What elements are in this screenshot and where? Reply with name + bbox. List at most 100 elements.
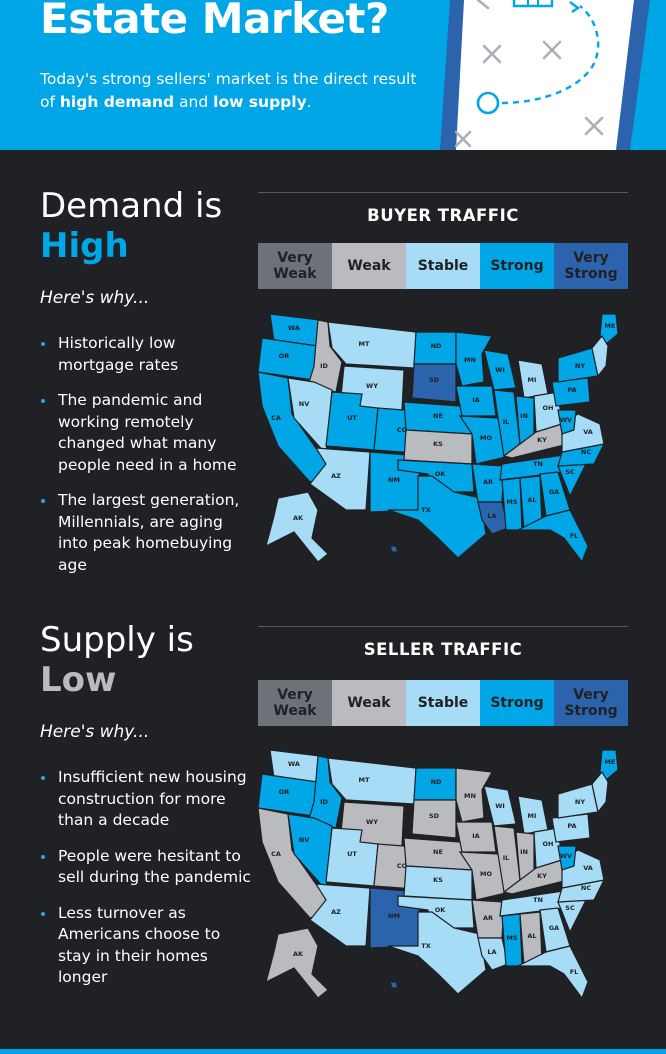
state-label-ca: CA bbox=[271, 414, 281, 422]
state-label-wv: WV bbox=[560, 852, 572, 860]
state-label-tx: TX bbox=[421, 506, 430, 514]
state-label-mt: MT bbox=[359, 340, 370, 348]
state-label-wy: WY bbox=[366, 382, 378, 390]
state-mt bbox=[327, 321, 417, 369]
state-label-ut: UT bbox=[347, 414, 357, 422]
state-label-ny: NY bbox=[575, 798, 585, 806]
state-label-ca: CA bbox=[271, 850, 281, 858]
state-wi bbox=[483, 349, 517, 391]
state-mo bbox=[458, 415, 511, 465]
state-wi bbox=[483, 785, 517, 827]
state-label-id: ID bbox=[320, 798, 328, 806]
supply-reasons: Insufficient new housing construction fo… bbox=[40, 767, 255, 1003]
legend-weak: Weak bbox=[332, 680, 406, 726]
state-label-mi: MI bbox=[528, 812, 537, 820]
list-item: Historically low mortgage rates bbox=[40, 333, 255, 376]
state-me bbox=[599, 749, 619, 781]
state-label-ok: OK bbox=[435, 906, 447, 914]
state-label-oh: OH bbox=[543, 404, 554, 412]
state-label-pa: PA bbox=[567, 386, 576, 394]
state-label-ky: KY bbox=[537, 436, 547, 444]
state-label-az: AZ bbox=[331, 908, 341, 916]
state-label-sd: SD bbox=[429, 376, 440, 384]
state-mn bbox=[455, 331, 493, 387]
legend-very-weak: Very Weak bbox=[258, 680, 332, 726]
state-mt bbox=[327, 757, 417, 805]
state-label-me: ME bbox=[605, 322, 616, 330]
supply-why: Here's why... bbox=[40, 722, 150, 742]
state-label-ks: KS bbox=[433, 440, 443, 448]
state-label-wi: WI bbox=[495, 802, 505, 810]
demand-heading: Demand is High bbox=[40, 186, 222, 266]
state-ia bbox=[455, 385, 497, 417]
state-label-ne: NE bbox=[433, 848, 443, 856]
state-me bbox=[599, 313, 619, 345]
state-label-nc: NC bbox=[581, 884, 591, 892]
buyer-traffic-title: BUYER TRAFFIC bbox=[367, 206, 519, 225]
state-label-az: AZ bbox=[331, 472, 341, 480]
state-sd bbox=[411, 363, 457, 403]
state-label-ms: MS bbox=[506, 498, 517, 506]
legend-stable: Stable bbox=[406, 243, 480, 289]
state-label-co: CO bbox=[397, 862, 408, 870]
state-label-ia: IA bbox=[472, 396, 479, 404]
state-mo bbox=[458, 851, 511, 901]
state-label-il: IL bbox=[503, 418, 510, 426]
state-label-ny: NY bbox=[575, 362, 585, 370]
state-label-nm: NM bbox=[388, 912, 400, 920]
state-label-pa: PA bbox=[567, 822, 576, 830]
state-label-ar: AR bbox=[483, 478, 493, 486]
seller-traffic-map: WA OR CA ID NV MT WY UT CO AZ NM ND SD NE KS OK TX MN IA MO… bbox=[258, 749, 619, 1000]
state-label-la: LA bbox=[487, 512, 496, 520]
demand-reasons: Historically low mortgage rates The pand… bbox=[40, 333, 255, 590]
state-label-wy: WY bbox=[366, 818, 378, 826]
state-label-va: VA bbox=[583, 864, 593, 872]
state-label-co: CO bbox=[397, 426, 408, 434]
state-la bbox=[477, 501, 509, 535]
state-label-nd: ND bbox=[431, 778, 442, 786]
strategy-board-icon bbox=[440, 0, 650, 150]
state-label-id: ID bbox=[320, 362, 328, 370]
legend-strong: Strong bbox=[480, 680, 554, 726]
legend-weak: Weak bbox=[332, 243, 406, 289]
state-sd bbox=[411, 799, 457, 839]
state-label-nd: ND bbox=[431, 342, 442, 350]
state-label-ak: AK bbox=[293, 514, 304, 522]
bottom-accent-bar bbox=[0, 1049, 666, 1054]
legend-stable: Stable bbox=[406, 680, 480, 726]
subtitle-text: Today's strong sellers' market is the di… bbox=[40, 70, 417, 111]
list-item: Less turnover as Americans choose to sta… bbox=[40, 903, 255, 989]
buyer-traffic-map: WA OR CA ID NV MT WY UT CO AZ NM ND SD NE KS OK TX MN IA MO… bbox=[258, 313, 619, 564]
demand-divider bbox=[258, 192, 628, 193]
state-label-tn: TN bbox=[533, 896, 543, 904]
state-label-sd: SD bbox=[429, 812, 440, 820]
state-label-fl: FL bbox=[570, 968, 579, 976]
state-label-wi: WI bbox=[495, 366, 505, 374]
state-label-wa: WA bbox=[288, 760, 300, 768]
state-label-ar: AR bbox=[483, 914, 493, 922]
state-label-hi: HI bbox=[386, 552, 394, 560]
state-label-ak: AK bbox=[293, 950, 304, 958]
state-label-wa: WA bbox=[288, 324, 300, 332]
state-label-al: AL bbox=[527, 496, 536, 504]
list-item: The pandemic and working remotely change… bbox=[40, 390, 255, 476]
state-wv bbox=[557, 409, 577, 435]
state-fl bbox=[517, 509, 589, 564]
state-label-mo: MO bbox=[480, 870, 492, 878]
hero-subtitle: Today's strong sellers' market is the di… bbox=[40, 68, 430, 114]
list-item: The largest generation, Millennials, are… bbox=[40, 490, 255, 576]
state-label-nm: NM bbox=[388, 476, 400, 484]
subtitle-bold-supply: low supply bbox=[213, 93, 307, 111]
state-hi bbox=[389, 981, 399, 989]
state-mn bbox=[455, 767, 493, 823]
state-tx bbox=[387, 475, 487, 559]
state-la bbox=[477, 937, 509, 971]
buyer-legend: Very Weak Weak Stable Strong Very Strong bbox=[258, 243, 628, 289]
seller-traffic-title: SELLER TRAFFIC bbox=[363, 640, 523, 659]
state-label-ga: GA bbox=[549, 488, 559, 496]
legend-very-weak: Very Weak bbox=[258, 243, 332, 289]
state-ne_small bbox=[591, 334, 609, 378]
state-label-il: IL bbox=[503, 854, 510, 862]
state-ia bbox=[455, 821, 497, 853]
demand-why: Here's why... bbox=[40, 288, 150, 308]
